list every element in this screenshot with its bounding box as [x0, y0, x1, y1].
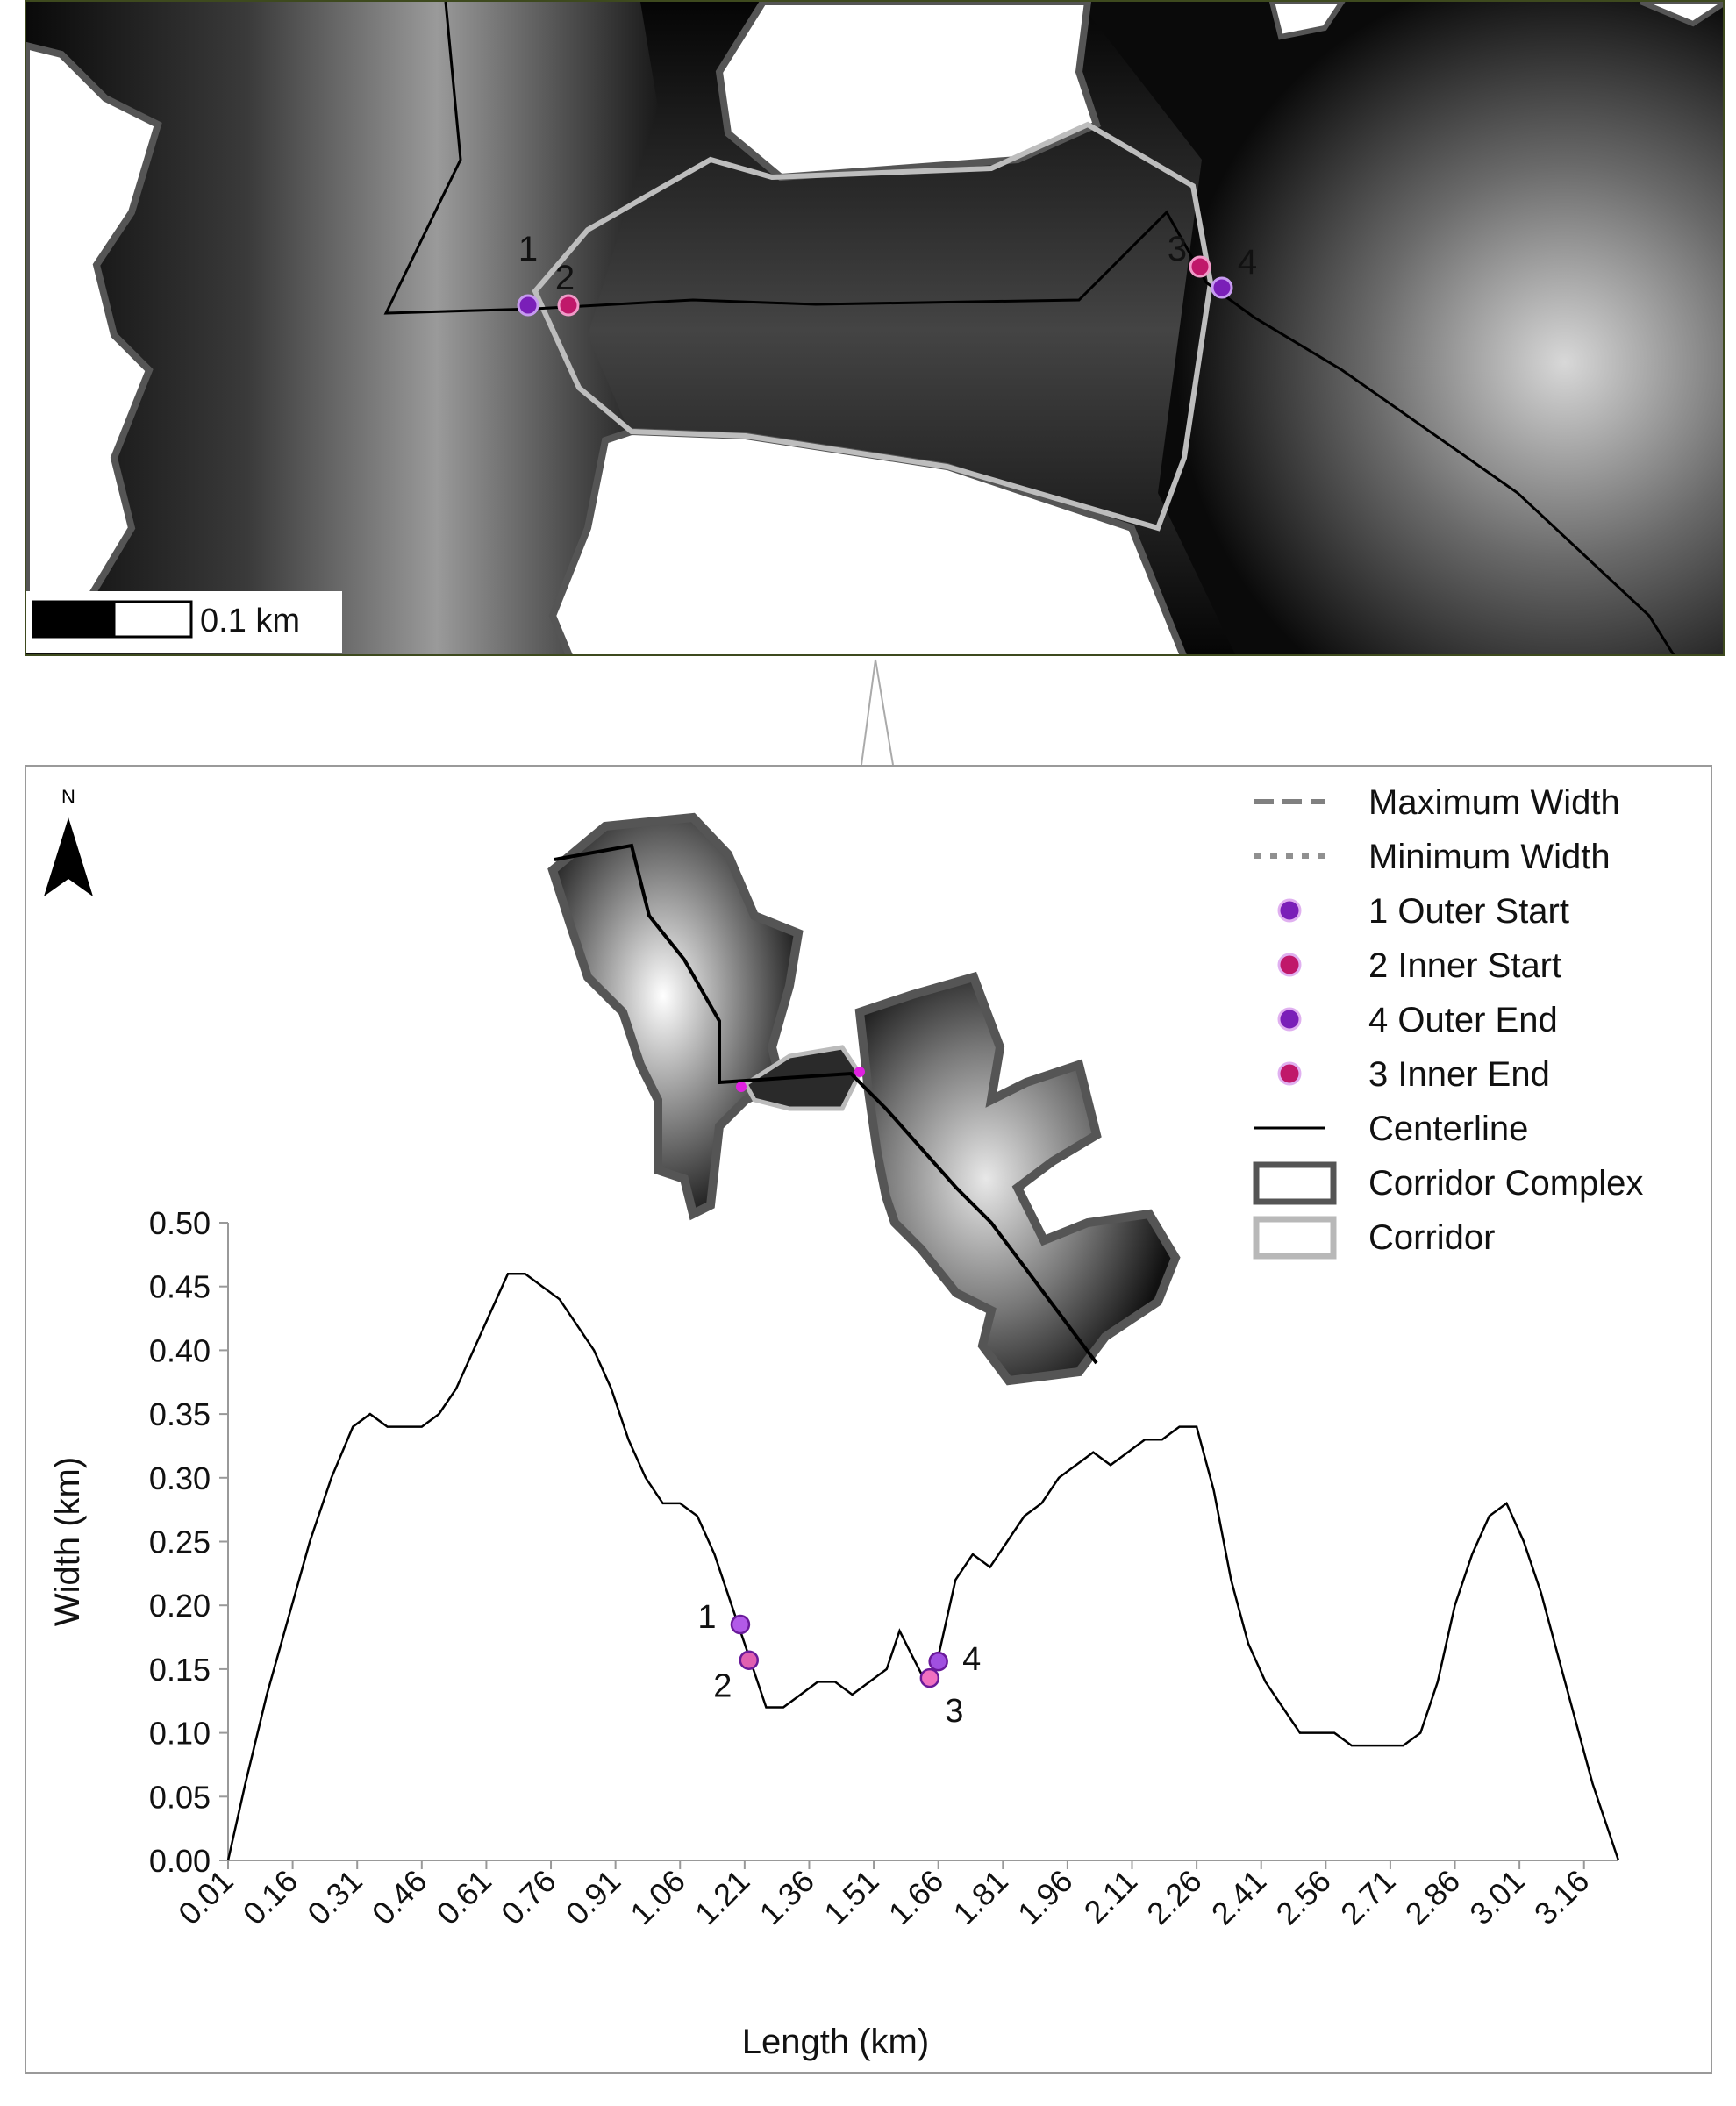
- inset-label-2: 2: [555, 259, 575, 297]
- point-2-inner-start: [557, 294, 580, 317]
- x-tick-label: 2.41: [1204, 1863, 1274, 1932]
- chart-point-1: [730, 1614, 751, 1635]
- corridor-outline: [532, 121, 1214, 532]
- scale-bar-label: 0.1 km: [200, 603, 300, 639]
- x-tick-label: 1.36: [753, 1863, 822, 1932]
- chart-point-label: 3: [945, 1693, 963, 1730]
- legend-label: 4 Outer End: [1368, 1001, 1558, 1039]
- overview-centerline: [554, 843, 1098, 1365]
- main-panel: N Ma: [25, 765, 1712, 2074]
- legend: Maximum Width Minimum Width 1 Outer Start 2…: [1253, 783, 1643, 1260]
- y-tick-label: 0.15: [149, 1652, 211, 1688]
- western-basin: [547, 812, 804, 1221]
- centerline: [383, 2, 1675, 654]
- legend-item: Corridor Complex: [1253, 1161, 1643, 1205]
- legend-label: 2 Inner Start: [1368, 946, 1561, 985]
- x-tick-label: 0.61: [430, 1863, 499, 1932]
- legend-item: Centerline: [1254, 1110, 1528, 1148]
- x-tick-label: 3.16: [1527, 1863, 1597, 1932]
- chart-point-2: [739, 1650, 760, 1670]
- x-axis-title: Length (km): [742, 2023, 929, 2061]
- chart-point-4: [928, 1651, 948, 1672]
- point-1-outer-start: [517, 294, 539, 317]
- legend-item: 1 Outer Start: [1277, 892, 1569, 931]
- x-tick-label: 2.71: [1333, 1863, 1403, 1932]
- legend-point-symbol: [1277, 1061, 1302, 1086]
- legend-item: Maximum Width: [1254, 783, 1620, 822]
- x-tick-label: 1.21: [688, 1863, 757, 1932]
- y-tick-label: 0.40: [149, 1332, 211, 1368]
- inset-map: 1 2 3 4 0.1 km: [25, 0, 1725, 656]
- x-tick-label: 0.46: [365, 1863, 434, 1932]
- legend-label: Centerline: [1368, 1110, 1528, 1148]
- legend-label: Minimum Width: [1368, 838, 1611, 876]
- inset-label-3: 3: [1168, 230, 1187, 268]
- point-4-outer-end: [1211, 276, 1233, 299]
- legend-label: 1 Outer Start: [1368, 892, 1569, 931]
- chart-point-label: 4: [962, 1641, 981, 1678]
- chart-point-label: 1: [697, 1599, 716, 1636]
- inset-connector: [861, 659, 894, 766]
- legend-label: 3 Inner End: [1368, 1055, 1550, 1094]
- y-tick-label: 0.20: [149, 1588, 211, 1624]
- legend-item: 3 Inner End: [1277, 1055, 1550, 1094]
- width-profile-chart: 0.00 0.05 0.10 0.15 0.20 0.25 0.30 0.35 0.40 0.45…: [48, 1205, 1620, 2061]
- inset-label-1: 1: [518, 230, 538, 268]
- y-tick-label: 0.35: [149, 1396, 211, 1432]
- legend-point-symbol: [1277, 898, 1302, 923]
- overview-start-point: [736, 1082, 747, 1092]
- north-arrow-icon: [44, 817, 93, 896]
- chart-point-label: 2: [713, 1668, 732, 1705]
- overview-end-point: [854, 1067, 865, 1077]
- y-axis-title: Width (km): [48, 1457, 87, 1626]
- x-tick-label: 0.76: [494, 1863, 563, 1932]
- x-tick-label: 0.31: [300, 1863, 369, 1932]
- y-tick-label: 0.50: [149, 1205, 211, 1241]
- y-tick-label: 0.45: [149, 1269, 211, 1305]
- legend-label: Corridor Complex: [1368, 1164, 1643, 1203]
- y-tick-label: 0.10: [149, 1716, 211, 1752]
- x-tick-label: 1.81: [946, 1863, 1015, 1932]
- inset-label-4: 4: [1238, 243, 1257, 282]
- legend-item: 4 Outer End: [1277, 1001, 1558, 1039]
- legend-point-symbol: [1277, 953, 1302, 977]
- legend-item: Corridor: [1253, 1216, 1495, 1260]
- legend-point-symbol: [1277, 1007, 1302, 1032]
- x-tick-label: 2.11: [1076, 1863, 1144, 1931]
- north-arrow: N: [44, 786, 93, 896]
- legend-box-symbol: [1253, 1216, 1337, 1260]
- eastern-basin: [854, 971, 1181, 1386]
- y-tick-label: 0.05: [149, 1779, 211, 1815]
- outside-area-north: [715, 2, 1101, 182]
- x-tick-label: 1.51: [817, 1863, 886, 1932]
- x-tick-label: 2.56: [1268, 1863, 1338, 1932]
- legend-item: Minimum Width: [1254, 838, 1611, 876]
- scale-bar: [32, 600, 116, 639]
- x-tick-label: 1.96: [1011, 1863, 1080, 1932]
- width-profile-line: [226, 1272, 1620, 1861]
- overview-map: [547, 812, 1181, 1386]
- y-tick-label: 0.30: [149, 1460, 211, 1496]
- legend-label: Maximum Width: [1368, 783, 1620, 822]
- y-tick-label: 0.00: [149, 1843, 211, 1879]
- legend-item: 2 Inner Start: [1277, 946, 1561, 985]
- point-3-inner-end: [1189, 255, 1211, 278]
- x-tick-label: 2.86: [1398, 1863, 1468, 1932]
- x-tick-label: 1.06: [623, 1863, 692, 1932]
- chart-point-3: [919, 1667, 940, 1688]
- x-tick-label: 0.91: [559, 1863, 628, 1932]
- north-label: N: [61, 786, 75, 808]
- x-tick-label: 3.01: [1462, 1863, 1532, 1932]
- x-tick-label: 1.66: [882, 1863, 951, 1932]
- x-tick-label: 2.26: [1139, 1863, 1209, 1932]
- x-tick-label: 0.16: [236, 1863, 305, 1932]
- legend-box-symbol: [1253, 1161, 1337, 1205]
- y-tick-label: 0.25: [149, 1524, 211, 1560]
- legend-label: Corridor: [1368, 1218, 1495, 1257]
